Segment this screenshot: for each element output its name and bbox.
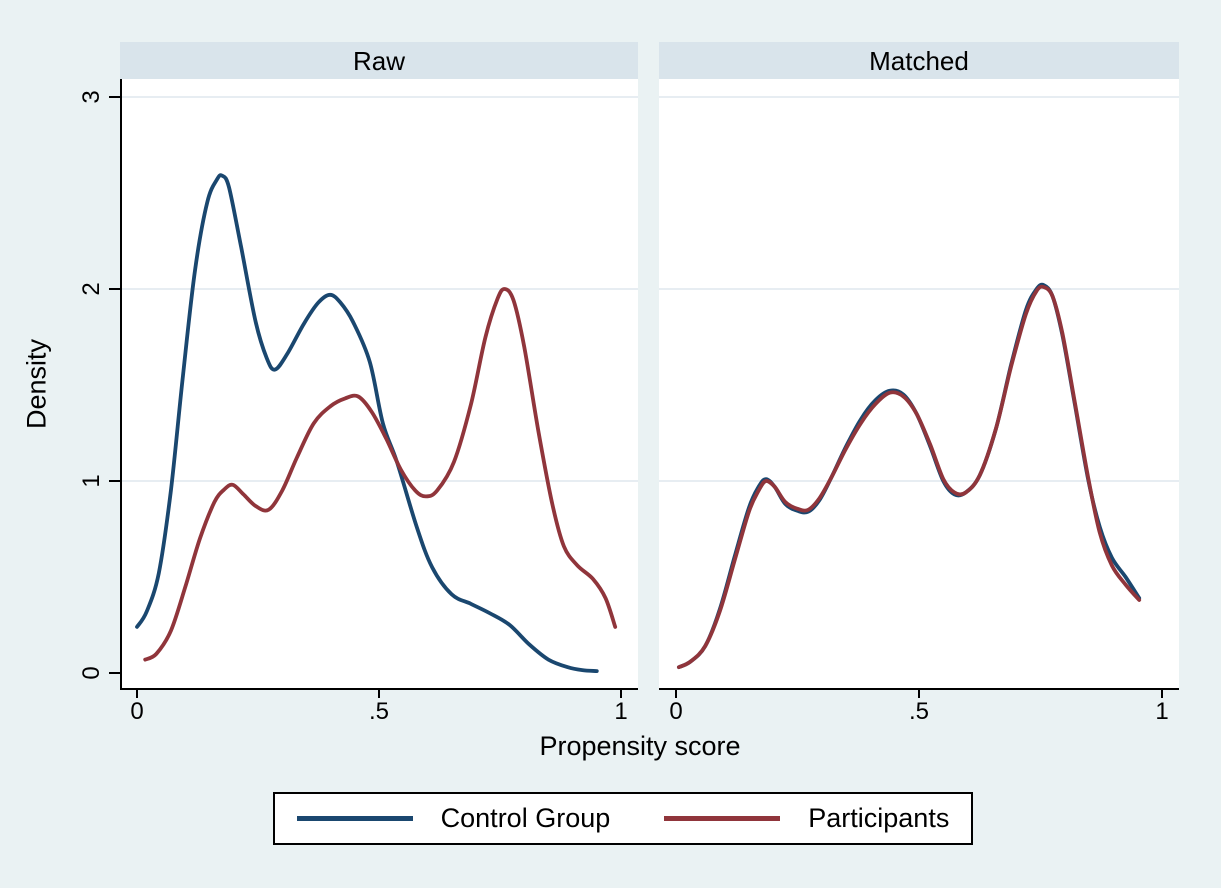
y-tick-1: [109, 480, 122, 482]
x-tick-label-raw-.5: .5: [368, 698, 390, 725]
x-tick-raw-.5: [378, 690, 380, 698]
x-axis-title: Propensity score: [539, 731, 741, 761]
x-tick-label-matched-1: 1: [1155, 698, 1169, 725]
x-tick-matched-.5: [918, 690, 920, 698]
density-curve-participants: [677, 284, 1142, 670]
legend: Control Group Participants: [273, 792, 973, 845]
y-tick-2: [109, 288, 122, 290]
plot-area-raw: [120, 79, 638, 690]
y-tick-label-0: 0: [78, 666, 105, 680]
panel-raw-header: Raw: [120, 42, 638, 79]
x-tick-matched-0: [675, 690, 677, 698]
panel-matched-header: Matched: [659, 42, 1179, 79]
x-tick-raw-1: [620, 690, 622, 698]
matched-density-curves: [659, 96, 1179, 670]
legend-item-participants: Participants: [664, 805, 949, 832]
x-tick-label-raw-0: 0: [130, 698, 144, 725]
y-tick-0: [109, 672, 122, 674]
legend-label-participants: Participants: [808, 803, 950, 833]
legend-label-control-group: Control Group: [440, 803, 611, 833]
x-tick-matched-1: [1161, 690, 1163, 698]
y-tick-label-1: 1: [78, 474, 105, 488]
panel-raw-title: Raw: [352, 45, 405, 76]
panel-matched-title: Matched: [869, 45, 969, 76]
participants-line-sample: [664, 816, 781, 821]
density-curve-participants: [143, 287, 618, 662]
y-tick-label-2: 2: [78, 282, 105, 296]
legend-item-control-group: Control Group: [296, 803, 611, 833]
control-group-line-sample: [296, 816, 413, 821]
x-tick-label-raw-1: 1: [614, 698, 628, 725]
y-axis-title: Density: [21, 338, 52, 430]
x-tick-raw-0: [136, 690, 138, 698]
y-tick-3: [109, 96, 122, 98]
density-curve-control-group: [677, 282, 1142, 670]
x-tick-label-matched-.5: .5: [908, 698, 930, 725]
x-tick-label-matched-0: 0: [669, 698, 683, 725]
y-tick-label-3: 3: [78, 90, 105, 104]
density-curve-control-group: [135, 173, 599, 673]
raw-density-curves: [122, 96, 638, 673]
plot-area-matched: [659, 79, 1179, 690]
